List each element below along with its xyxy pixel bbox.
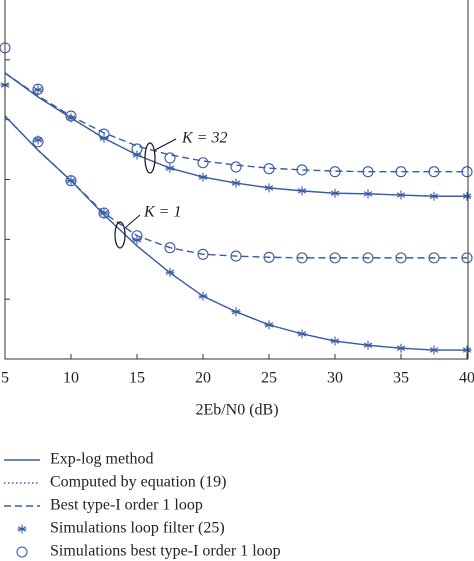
data-point (461, 166, 473, 178)
data-point (429, 345, 439, 355)
data-point (230, 161, 242, 173)
legend-star (17, 524, 27, 534)
data-point (66, 113, 76, 123)
annotation: K = 32 (181, 130, 227, 147)
x-tick-label: 15 (129, 370, 145, 387)
data-point (33, 135, 43, 145)
data-point (131, 230, 143, 242)
data-point (428, 166, 440, 178)
annotation-ellipse (144, 142, 156, 174)
x-tick-label: 35 (393, 370, 409, 387)
x-tick-label: 25 (261, 370, 277, 387)
data-point (264, 320, 274, 330)
data-point (164, 152, 176, 164)
data-point (263, 251, 275, 263)
data-point (297, 329, 307, 339)
series-line (4, 72, 467, 197)
legend-label: Computed by equation (19) (50, 474, 226, 491)
data-point (395, 166, 407, 178)
data-point (396, 343, 406, 353)
annotation-ellipse (114, 221, 126, 249)
series-line (4, 72, 467, 173)
x-axis-label: 2Eb/N0 (dB) (195, 402, 278, 419)
legend-label: Simulations best type-I order 1 loop (50, 543, 281, 560)
data-point (329, 166, 341, 178)
data-point (363, 340, 373, 350)
data-point (66, 176, 76, 186)
data-point (329, 252, 341, 264)
data-point (65, 175, 77, 187)
data-point (132, 235, 142, 245)
data-point (462, 191, 472, 201)
data-point (99, 208, 109, 218)
data-point (198, 172, 208, 182)
data-point (32, 83, 44, 95)
data-point (429, 191, 439, 201)
data-point (462, 345, 472, 355)
x-tick-label: 10 (63, 370, 79, 387)
data-point (131, 143, 143, 155)
data-point (231, 178, 241, 188)
data-point (231, 307, 241, 317)
data-point (297, 186, 307, 196)
legend: Exp-log method Computed by equation (19) B… (4, 451, 281, 560)
series-line (4, 115, 467, 259)
plot-area (0, 42, 473, 359)
data-point (263, 163, 275, 175)
data-point (461, 252, 473, 264)
data-point (197, 157, 209, 169)
x-tick-label: 30 (327, 370, 343, 387)
data-point (362, 166, 374, 178)
data-point (428, 252, 440, 264)
data-point (99, 133, 109, 143)
data-point (164, 242, 176, 254)
legend-label: Simulations loop filter (25) (50, 520, 225, 537)
data-point (33, 85, 43, 95)
legend-marker (17, 524, 27, 534)
data-point (98, 207, 110, 219)
annotation-leader (124, 214, 141, 229)
annotation-leader (154, 138, 177, 151)
data-point (165, 163, 175, 173)
data-point (362, 252, 374, 264)
data-point (32, 136, 44, 148)
x-tick-label: 20 (195, 370, 211, 387)
data-point (197, 248, 209, 260)
data-point (132, 150, 142, 160)
data-point (330, 336, 340, 346)
data-point (296, 164, 308, 176)
legend-label: Exp-log method (50, 451, 154, 468)
data-point (330, 188, 340, 198)
data-point (98, 128, 110, 140)
data-point (165, 267, 175, 277)
x-tick-label: 40 (459, 370, 474, 387)
plot-frame (4, 0, 469, 360)
series-line (4, 72, 467, 197)
data-point (363, 189, 373, 199)
data-point (65, 110, 77, 122)
data-point (198, 291, 208, 301)
legend-label: Best type-I order 1 loop (50, 497, 203, 514)
data-point (230, 250, 242, 262)
data-point (296, 252, 308, 264)
x-tick-label: 5 (1, 370, 9, 387)
data-point (396, 190, 406, 200)
legend-marker (16, 546, 28, 558)
data-point (395, 252, 407, 264)
annotation: K = 1 (143, 204, 181, 221)
data-point (264, 183, 274, 193)
